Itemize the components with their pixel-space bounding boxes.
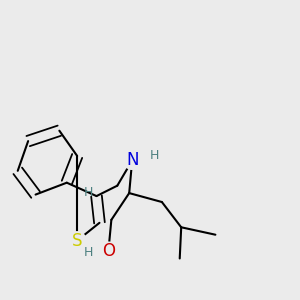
Circle shape <box>100 242 117 260</box>
Text: S: S <box>72 232 83 250</box>
Text: H: H <box>84 186 94 199</box>
Text: H: H <box>84 246 94 259</box>
Text: O: O <box>102 242 115 260</box>
Text: N: N <box>126 152 138 169</box>
Circle shape <box>68 232 86 250</box>
Circle shape <box>123 152 141 169</box>
Text: H: H <box>150 149 159 162</box>
